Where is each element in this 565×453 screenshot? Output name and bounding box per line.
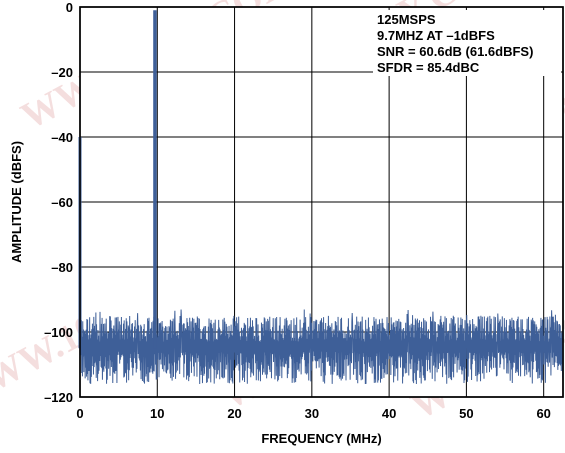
y-tick-label: 0: [66, 0, 73, 15]
x-tick-label: 30: [305, 406, 319, 421]
annotation-input: 9.7MHZ AT –1dBFS: [377, 28, 495, 43]
annotation-sample-rate: 125MSPS: [377, 12, 436, 27]
annotation-box: [373, 10, 561, 76]
annotations: 125MSPS 9.7MHZ AT –1dBFS SNR = 60.6dB (6…: [377, 12, 533, 75]
x-axis-label: FREQUENCY (MHz): [261, 431, 381, 446]
y-tick-label: –60: [51, 195, 73, 210]
plot-frame-border: [79, 6, 564, 398]
y-axis-label: AMPLITUDE (dBFS): [9, 141, 24, 263]
x-tick-label: 20: [227, 406, 241, 421]
y-tick-label: –120: [44, 390, 73, 405]
x-tick-label: 40: [382, 406, 396, 421]
y-tick-label: –40: [51, 130, 73, 145]
y-tick-label: –100: [44, 325, 73, 340]
x-tick-label: 0: [76, 406, 83, 421]
spectrum-trace: [79, 309, 564, 384]
x-tick-label: 10: [150, 406, 164, 421]
annotation-sfdr: SFDR = 85.4dBC: [377, 60, 480, 75]
x-axis-ticks: 0 10 20 30 40 50 60: [76, 406, 551, 421]
annotation-snr: SNR = 60.6dB (61.6dBFS): [377, 44, 533, 59]
y-tick-label: –20: [51, 65, 73, 80]
x-tick-label: 50: [459, 406, 473, 421]
x-tick-label: 60: [536, 406, 550, 421]
y-tick-label: –80: [51, 260, 73, 275]
y-axis-ticks: 0 –20 –40 –60 –80 –100 –120: [44, 0, 73, 405]
